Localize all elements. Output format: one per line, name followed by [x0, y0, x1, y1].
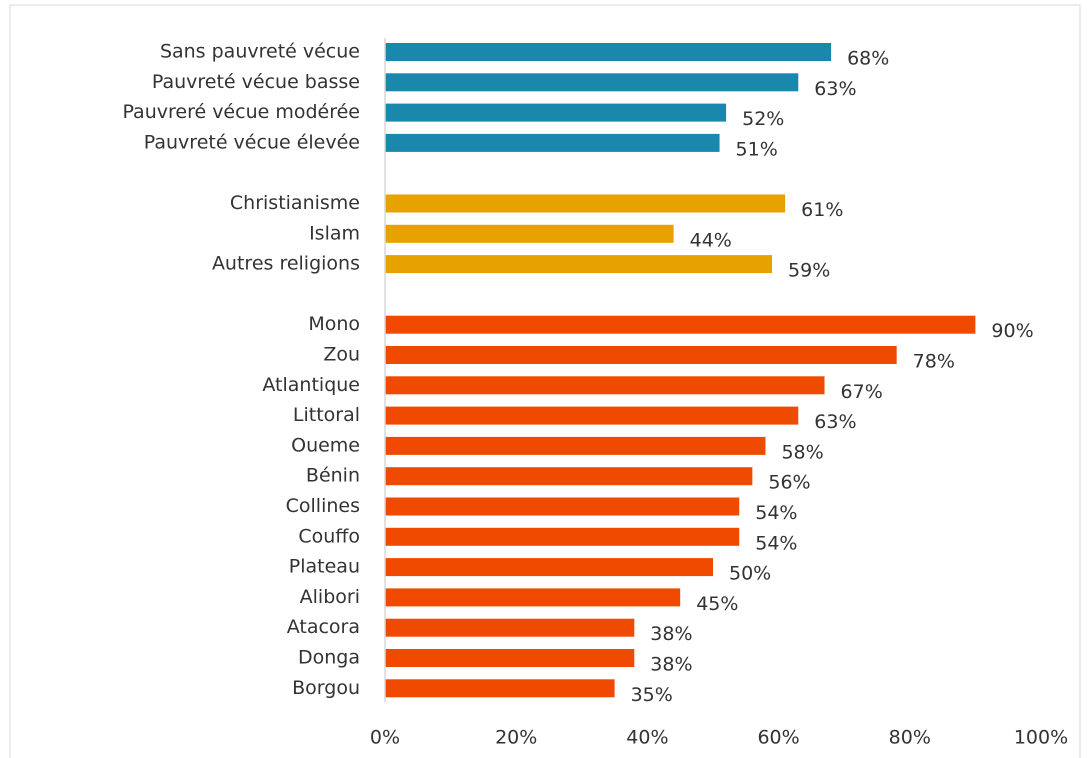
bar: [385, 406, 799, 425]
category-label: Collines: [286, 495, 360, 517]
bar: [385, 436, 766, 455]
x-tick-label: 20%: [495, 727, 537, 749]
bar: [385, 527, 740, 546]
category-label: Atlantique: [262, 374, 360, 396]
value-label: 67%: [841, 381, 883, 403]
bar: [385, 618, 635, 637]
bar: [385, 133, 720, 152]
bar: [385, 255, 773, 274]
chart-border: [9, 4, 1081, 758]
bar: [385, 224, 674, 243]
value-label: 35%: [631, 684, 673, 706]
value-label: 61%: [801, 199, 843, 221]
category-label: Borgou: [292, 677, 360, 699]
category-label: Mono: [308, 313, 360, 335]
category-label: Pauvreté vécue basse: [152, 71, 360, 93]
x-tick-label: 40%: [626, 727, 668, 749]
value-label: 52%: [742, 108, 784, 130]
x-tick-label: 0%: [370, 727, 400, 749]
category-label: Autres religions: [212, 253, 360, 275]
value-label: 90%: [991, 320, 1033, 342]
bar: [385, 194, 786, 213]
bar: [385, 497, 740, 516]
value-label: 51%: [736, 138, 778, 160]
value-label: 63%: [814, 411, 856, 433]
bar: [385, 588, 681, 607]
category-label: Pauvreré vécue modérée: [122, 101, 360, 123]
category-label: Oueme: [291, 434, 360, 456]
x-tick-label: 100%: [1014, 727, 1068, 749]
category-label: Christianisme: [230, 192, 360, 214]
category-label: Atacora: [287, 616, 360, 638]
x-tick-label: 80%: [889, 727, 931, 749]
value-label: 68%: [847, 48, 889, 70]
bar: [385, 73, 799, 92]
category-label: Couffo: [298, 525, 360, 547]
value-label: 44%: [690, 229, 732, 251]
bar: [385, 315, 976, 334]
category-label: Donga: [298, 647, 360, 669]
value-label: 38%: [650, 654, 692, 676]
category-label: Zou: [323, 344, 360, 366]
bar: [385, 679, 615, 698]
category-label: Plateau: [289, 556, 360, 578]
value-label: 56%: [768, 472, 810, 494]
value-label: 38%: [650, 623, 692, 645]
bar: [385, 467, 753, 486]
category-label: Islam: [309, 222, 360, 244]
value-label: 59%: [788, 260, 830, 282]
bar: [385, 649, 635, 667]
bar: [385, 376, 825, 395]
bar: [385, 43, 832, 61]
category-label: Sans pauvreté vécue: [160, 41, 360, 63]
value-label: 50%: [729, 563, 771, 585]
value-label: 58%: [781, 441, 823, 463]
value-label: 63%: [814, 78, 856, 100]
x-tick-label: 60%: [757, 727, 799, 749]
value-label: 54%: [755, 532, 797, 554]
category-label: Alibori: [300, 586, 360, 608]
value-label: 54%: [755, 502, 797, 524]
bar: [385, 103, 727, 122]
bar: [385, 558, 713, 577]
value-label: 45%: [696, 593, 738, 615]
value-label: 78%: [913, 351, 955, 373]
category-label: Pauvreté vécue élevée: [144, 131, 360, 153]
bar: [385, 346, 897, 364]
category-label: Bénin: [306, 465, 360, 487]
category-label: Littoral: [293, 404, 360, 426]
